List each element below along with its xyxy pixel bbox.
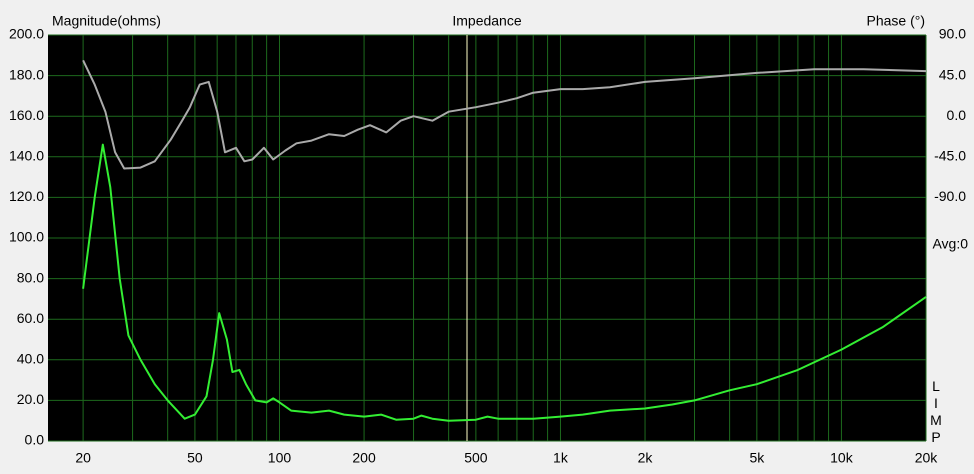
y-axis-label: Magnitude(ohms) [52, 13, 161, 29]
y2-tick-label: 0.0 [947, 107, 967, 123]
y2-tick-label: 90.0 [939, 26, 966, 42]
y2-tick-label: -45.0 [934, 148, 966, 164]
y-tick-label: 40.0 [17, 351, 44, 367]
chart-title: Impedance [452, 13, 521, 29]
x-tick-label: 20k [915, 450, 939, 466]
x-tick-label: 10k [830, 450, 854, 466]
side-label: LIMP [928, 378, 944, 446]
x-tick-label: 1k [553, 450, 569, 466]
y2-tick-label: 45.0 [939, 66, 966, 82]
y-tick-label: 180.0 [9, 66, 44, 82]
y-tick-label: 60.0 [17, 310, 44, 326]
y-tick-label: 20.0 [17, 391, 44, 407]
y-tick-label: 200.0 [9, 26, 44, 42]
y2-axis-label: Phase (°) [866, 13, 925, 29]
annotation: Avg:0 [932, 236, 968, 252]
x-tick-label: 100 [268, 450, 292, 466]
y-tick-label: 120.0 [9, 188, 44, 204]
y-tick-label: 160.0 [9, 107, 44, 123]
x-tick-label: 20 [75, 450, 91, 466]
series-line [82, 143, 927, 422]
y2-tick-label: -90.0 [934, 188, 966, 204]
x-tick-label: 5k [749, 450, 765, 466]
x-tick-label: 200 [352, 450, 376, 466]
y-tick-label: 0.0 [25, 432, 45, 448]
series-line [82, 59, 927, 170]
x-tick-label: 2k [638, 450, 654, 466]
x-tick-label: 50 [187, 450, 203, 466]
y-tick-label: 80.0 [17, 269, 44, 285]
y-tick-label: 100.0 [9, 229, 44, 245]
y-tick-label: 140.0 [9, 148, 44, 164]
x-tick-label: 500 [464, 450, 488, 466]
